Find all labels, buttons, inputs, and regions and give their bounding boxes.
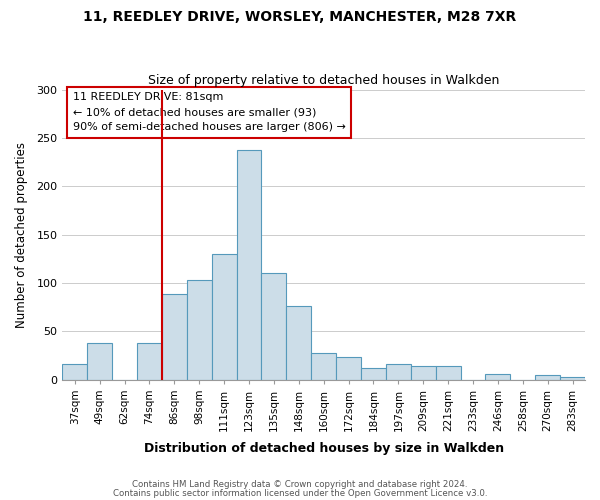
Text: 11, REEDLEY DRIVE, WORSLEY, MANCHESTER, M28 7XR: 11, REEDLEY DRIVE, WORSLEY, MANCHESTER, … (83, 10, 517, 24)
Bar (535, 375, 560, 380)
Bar (336, 356, 361, 380)
Text: Contains HM Land Registry data © Crown copyright and database right 2024.: Contains HM Land Registry data © Crown c… (132, 480, 468, 489)
Bar (286, 306, 311, 380)
Y-axis label: Number of detached properties: Number of detached properties (15, 142, 28, 328)
Bar (386, 364, 411, 380)
Bar (187, 280, 212, 380)
Title: Size of property relative to detached houses in Walkden: Size of property relative to detached ho… (148, 74, 499, 87)
Bar (311, 352, 336, 380)
Bar (162, 294, 187, 380)
Bar (436, 366, 461, 380)
Text: 11 REEDLEY DRIVE: 81sqm
← 10% of detached houses are smaller (93)
90% of semi-de: 11 REEDLEY DRIVE: 81sqm ← 10% of detache… (73, 92, 346, 132)
Bar (212, 254, 236, 380)
Bar (262, 274, 286, 380)
Bar (137, 343, 162, 380)
Bar (411, 366, 436, 380)
Bar (361, 368, 386, 380)
Text: Contains public sector information licensed under the Open Government Licence v3: Contains public sector information licen… (113, 488, 487, 498)
Bar (560, 377, 585, 380)
Bar (236, 150, 262, 380)
Bar (485, 374, 511, 380)
Bar (62, 364, 87, 380)
Bar (87, 343, 112, 380)
X-axis label: Distribution of detached houses by size in Walkden: Distribution of detached houses by size … (143, 442, 504, 455)
